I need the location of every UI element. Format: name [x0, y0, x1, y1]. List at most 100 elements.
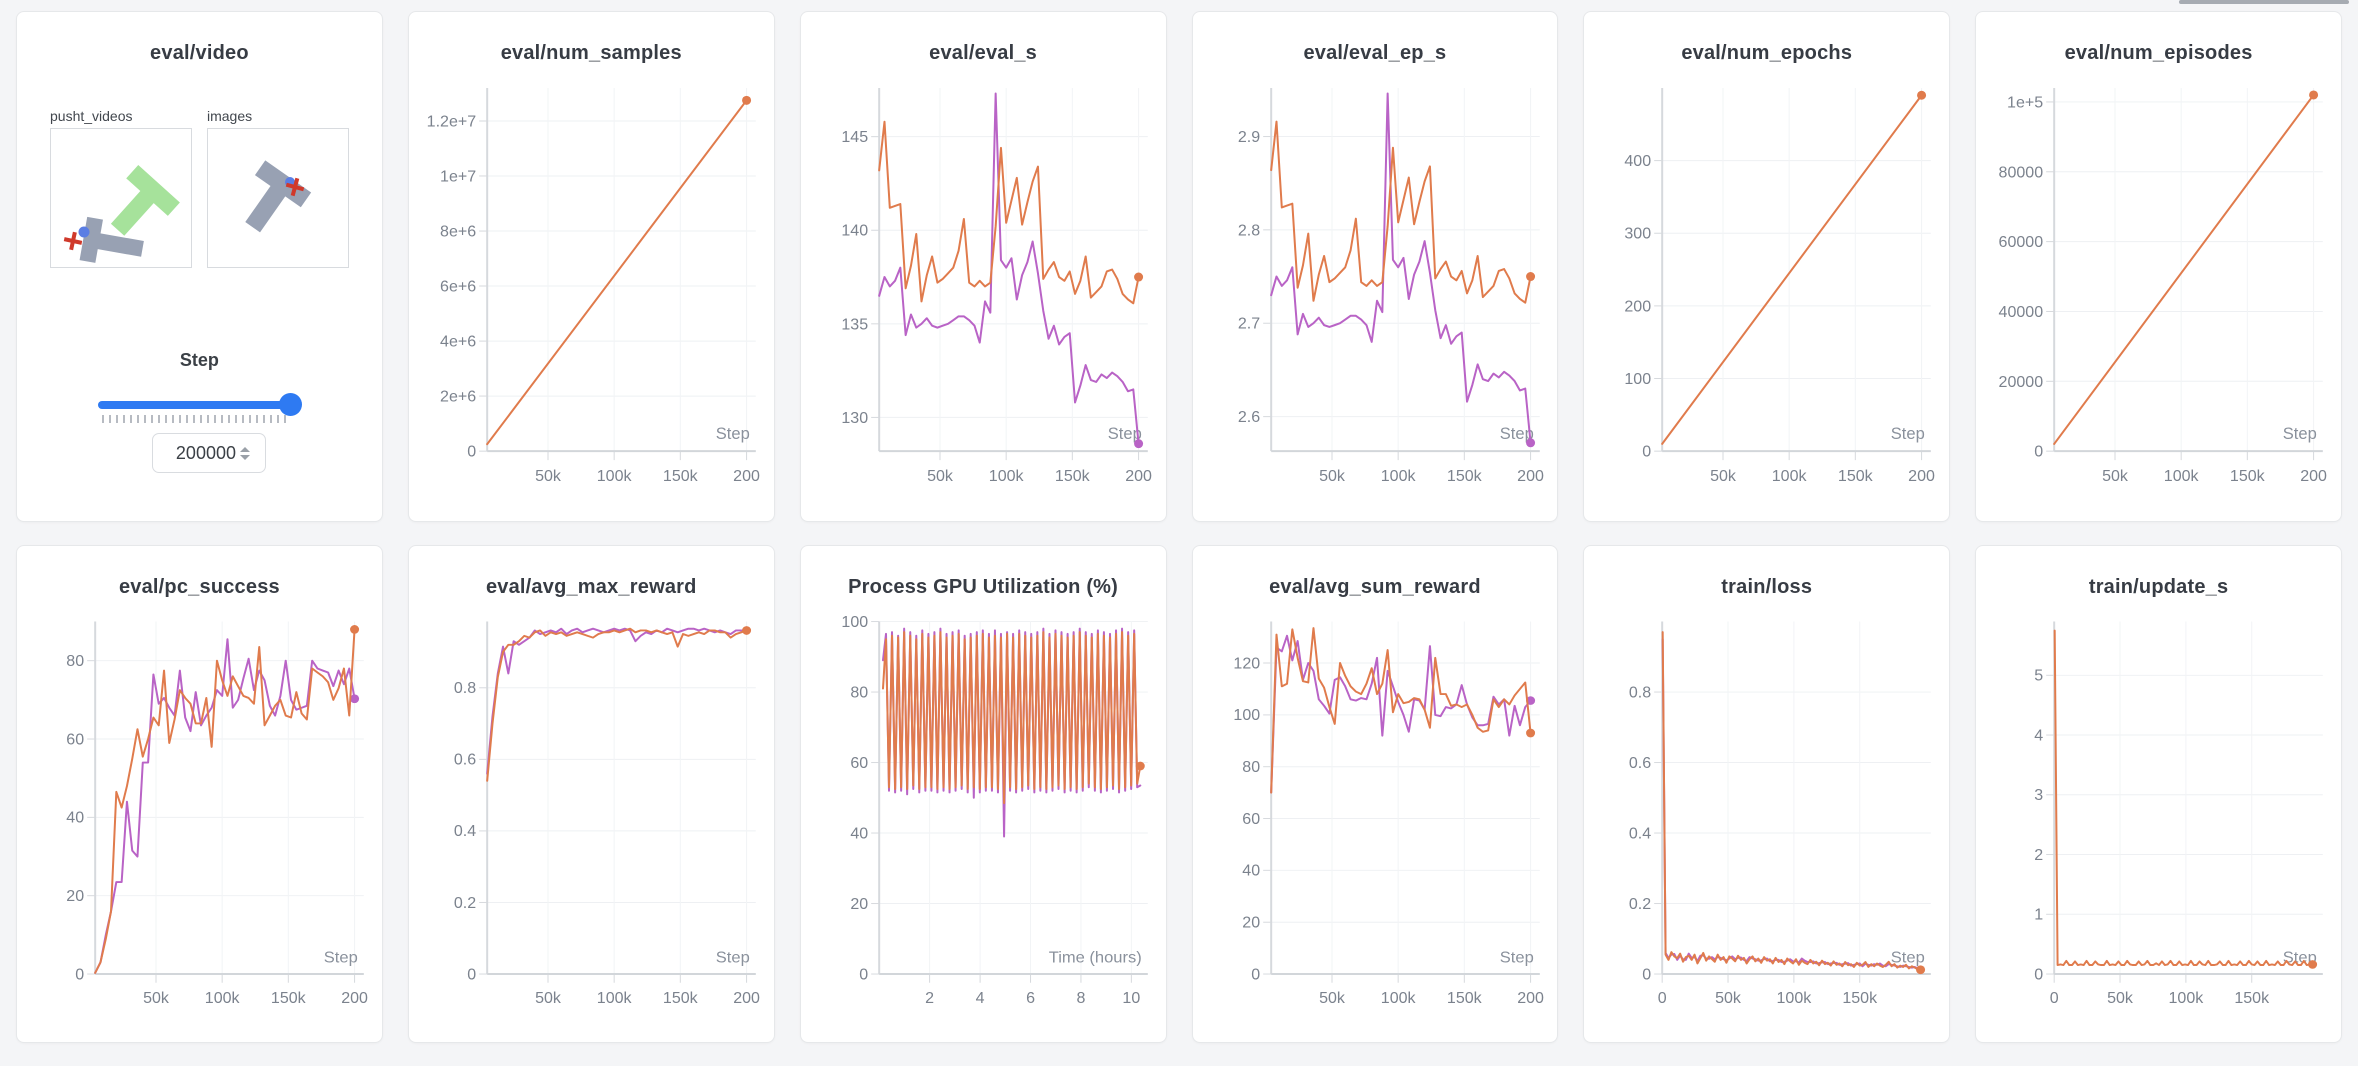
svg-text:40: 40	[850, 826, 868, 843]
panel-eval-video: eval/video pusht_videos images	[16, 11, 383, 522]
chart-eval-pc-success[interactable]: 0 20 40 60 80 50k 100k 150k 200 Step	[17, 608, 382, 1036]
step-slider-handle[interactable]	[279, 393, 302, 416]
svg-text:20: 20	[1242, 915, 1260, 932]
pusht-image-thumbnail[interactable]	[207, 128, 349, 268]
media-caption-pusht-videos: pusht_videos	[50, 108, 133, 124]
step-input[interactable]	[168, 442, 236, 464]
svg-text:150k: 150k	[1055, 468, 1091, 485]
svg-text:1: 1	[2034, 907, 2043, 924]
chart-train-update-s[interactable]: 0 1 2 3 4 5 0 50k 100k 150k Step	[1976, 608, 2341, 1036]
svg-text:50k: 50k	[1319, 990, 1345, 1007]
svg-text:60000: 60000	[1999, 234, 2044, 251]
svg-text:50k: 50k	[1715, 990, 1741, 1007]
svg-text:50k: 50k	[2102, 468, 2129, 485]
svg-text:60: 60	[1242, 811, 1260, 828]
chart-title: eval/avg_sum_reward	[1269, 576, 1481, 598]
svg-text:60: 60	[850, 755, 868, 772]
svg-text:40: 40	[66, 810, 84, 827]
svg-text:150k: 150k	[2235, 990, 2270, 1007]
svg-text:100k: 100k	[1380, 468, 1416, 485]
svg-text:200: 200	[1517, 990, 1544, 1007]
svg-text:150k: 150k	[1838, 468, 1874, 485]
svg-text:200: 200	[341, 990, 368, 1007]
svg-text:100k: 100k	[1777, 990, 1812, 1007]
svg-text:Step: Step	[1499, 425, 1533, 443]
svg-text:0: 0	[1251, 967, 1260, 984]
pusht-video-thumbnail[interactable]	[50, 128, 192, 268]
svg-text:Step: Step	[324, 949, 358, 967]
svg-text:200: 200	[2300, 468, 2327, 485]
svg-text:100k: 100k	[597, 468, 633, 485]
svg-text:50k: 50k	[2107, 990, 2133, 1007]
svg-text:200: 200	[1909, 468, 1936, 485]
svg-text:100k: 100k	[597, 990, 632, 1007]
svg-text:0.2: 0.2	[454, 895, 476, 912]
svg-text:145: 145	[841, 129, 868, 146]
pusht-scene-image	[63, 164, 180, 263]
svg-text:140: 140	[841, 223, 868, 240]
svg-text:0.4: 0.4	[454, 823, 477, 840]
svg-text:150k: 150k	[2230, 468, 2266, 485]
svg-text:60: 60	[66, 732, 84, 749]
svg-text:200: 200	[1625, 298, 1652, 315]
svg-text:120: 120	[1233, 656, 1260, 673]
svg-text:100k: 100k	[2169, 990, 2204, 1007]
chart-eval-avg-sum-reward[interactable]: 0 20 40 60 80 100 120 50k 100k 150k 200 Step	[1193, 608, 1558, 1036]
svg-text:4: 4	[975, 990, 984, 1007]
chart-eval-eval-ep-s[interactable]: 2.6 2.7 2.8 2.9 50k 100k 150k 200 Step	[1193, 74, 1558, 515]
svg-text:20: 20	[850, 896, 868, 913]
svg-text:100: 100	[841, 614, 868, 631]
svg-text:1e+5: 1e+5	[2007, 94, 2043, 111]
svg-text:150k: 150k	[1446, 468, 1482, 485]
svg-text:Step: Step	[2283, 425, 2317, 443]
svg-text:100k: 100k	[1380, 990, 1415, 1007]
chart-eval-num-epochs[interactable]: 0 100 200 300 400 50k 100k 150k 200 Step	[1584, 74, 1949, 515]
svg-text:4e+6: 4e+6	[440, 334, 476, 351]
chart-eval-num-samples[interactable]: 0 2e+6 4e+6 6e+6 8e+6 1e+7 1.2e+7 50k 100k 150k 20…	[409, 74, 774, 515]
svg-text:Step: Step	[2283, 949, 2317, 967]
svg-text:80: 80	[66, 653, 84, 670]
svg-text:200: 200	[1125, 468, 1152, 485]
svg-text:Step: Step	[716, 425, 750, 443]
svg-text:150k: 150k	[271, 990, 306, 1007]
svg-text:300: 300	[1625, 226, 1652, 243]
svg-text:50k: 50k	[535, 990, 561, 1007]
svg-text:0.6: 0.6	[1629, 755, 1652, 772]
chart-eval-avg-max-reward[interactable]: 0 0.2 0.4 0.6 0.8 50k 100k 150k 200 Step	[409, 608, 774, 1036]
svg-text:200: 200	[733, 468, 760, 485]
chart-process-gpu-utilization-[interactable]: 0 20 40 60 80 100 2 4 6 8 10 Time (hours)	[801, 608, 1166, 1036]
chart-title: eval/eval_s	[929, 42, 1037, 64]
svg-text:2.9: 2.9	[1237, 129, 1259, 146]
svg-text:150k: 150k	[663, 468, 699, 485]
chart-eval-eval-s[interactable]: 130 135 140 145 50k 100k 150k 200 Step	[801, 74, 1166, 515]
svg-text:50k: 50k	[1319, 468, 1346, 485]
svg-text:40: 40	[1242, 863, 1260, 880]
svg-text:100k: 100k	[1772, 468, 1808, 485]
chart-title: eval/avg_max_reward	[485, 576, 697, 598]
chart-train-loss[interactable]: 0 0.2 0.4 0.6 0.8 0 50k 100k 150k Step	[1584, 608, 1949, 1036]
svg-text:150k: 150k	[1843, 990, 1878, 1007]
svg-text:50k: 50k	[143, 990, 169, 1007]
svg-text:20: 20	[66, 888, 84, 905]
svg-text:100k: 100k	[988, 468, 1024, 485]
chart-title: eval/num_epochs	[1681, 42, 1853, 64]
svg-text:150k: 150k	[663, 990, 698, 1007]
chart-eval-num-episodes[interactable]: 0 20000 40000 60000 80000 1e+5 50k 100k 150k 200 S…	[1976, 74, 2341, 515]
svg-text:80: 80	[1242, 759, 1260, 776]
svg-text:50k: 50k	[535, 468, 562, 485]
pusht-state-image	[245, 160, 312, 233]
svg-text:0.6: 0.6	[454, 752, 477, 769]
svg-text:6: 6	[1026, 990, 1035, 1007]
svg-text:0.8: 0.8	[1629, 685, 1652, 702]
scrollbar-thumb[interactable]	[2179, 0, 2349, 4]
svg-text:2.7: 2.7	[1237, 316, 1259, 333]
spinner-up-icon[interactable]	[240, 446, 250, 452]
step-slider[interactable]	[98, 401, 294, 409]
panel-grid: eval/video pusht_videos images	[16, 11, 2342, 1043]
step-spinner[interactable]	[240, 446, 250, 460]
svg-text:50k: 50k	[927, 468, 954, 485]
svg-text:2.8: 2.8	[1237, 222, 1259, 239]
spinner-down-icon[interactable]	[240, 454, 250, 460]
svg-text:80: 80	[850, 685, 868, 702]
svg-text:10: 10	[1122, 990, 1140, 1007]
